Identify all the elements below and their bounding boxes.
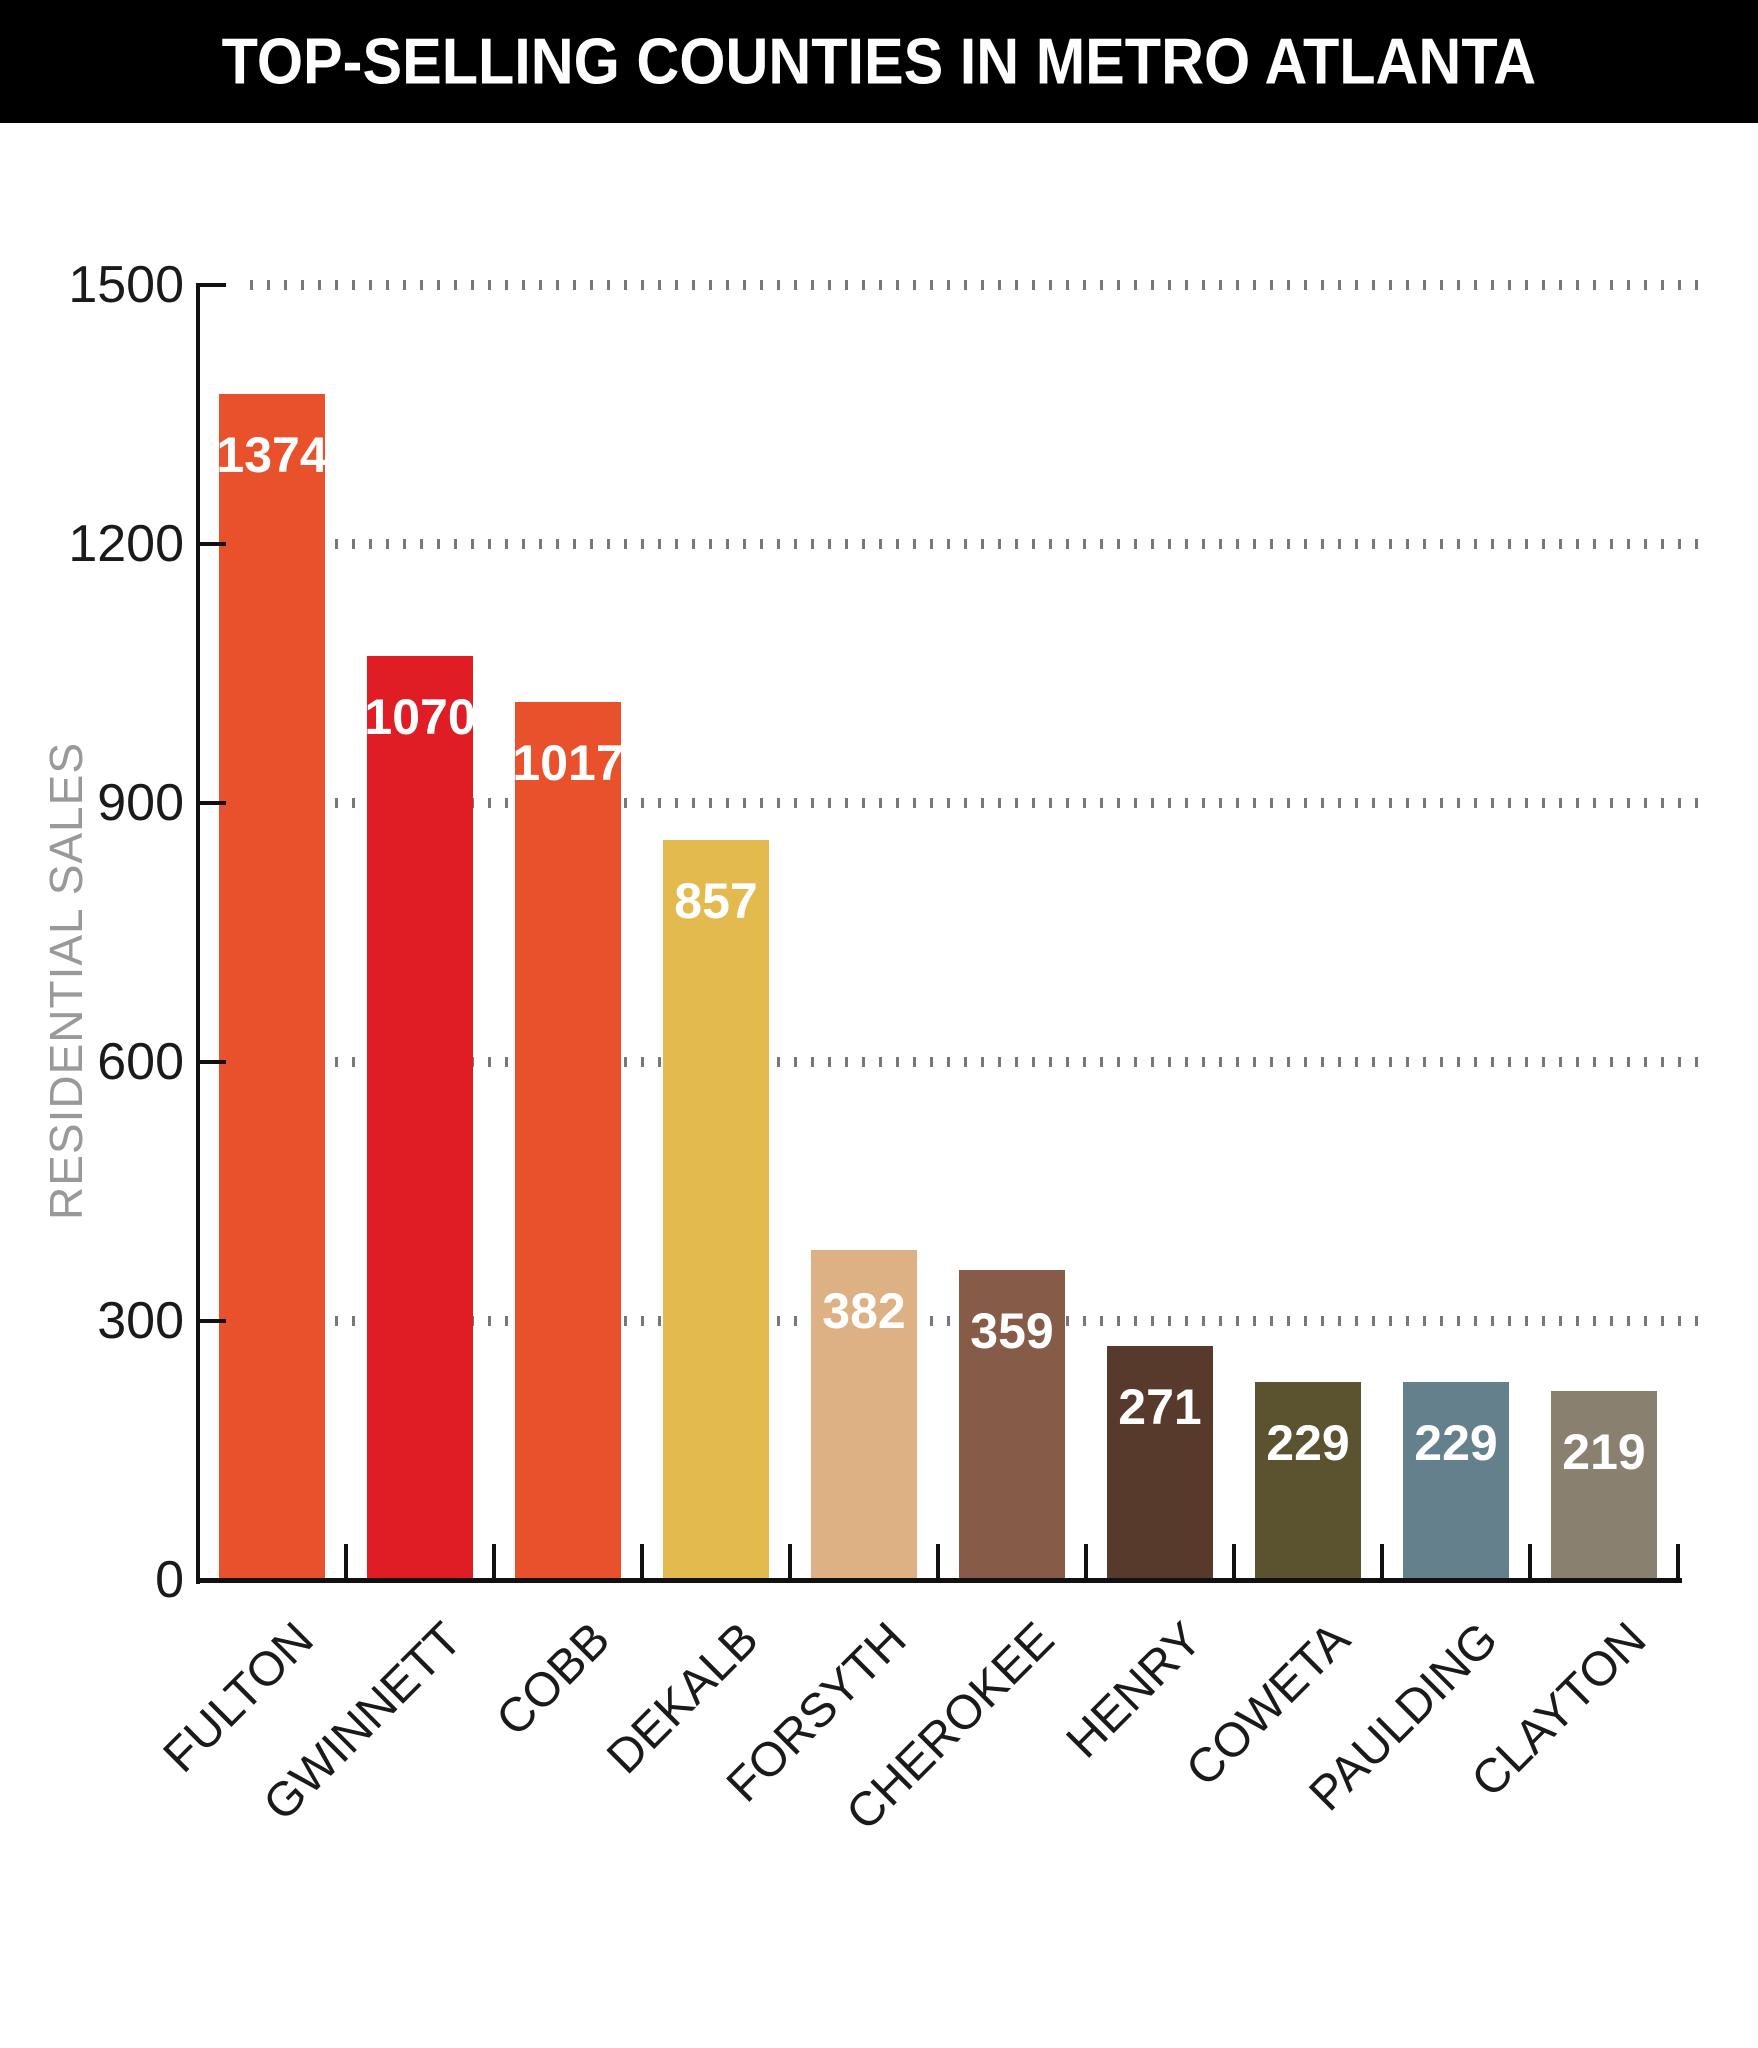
y-tick-label-600: 600 xyxy=(97,1033,184,1091)
bar-value-paulding: 229 xyxy=(1414,1415,1498,1472)
y-tick-1200 xyxy=(200,542,226,546)
x-axis-tick-6 xyxy=(1084,1544,1088,1580)
gridline-900 xyxy=(250,798,1700,808)
gridline-1200 xyxy=(250,539,1700,549)
bar-coweta: 229 xyxy=(1255,1382,1361,1580)
bar-value-henry: 271 xyxy=(1118,1379,1202,1436)
bar-paulding: 229 xyxy=(1403,1382,1509,1580)
bar-value-clayton: 219 xyxy=(1562,1423,1646,1480)
x-axis-tick-9 xyxy=(1528,1544,1532,1580)
y-tick-label-1200: 1200 xyxy=(68,515,184,573)
bar-fulton: 1374 xyxy=(216,393,328,1580)
x-axis-tick-5 xyxy=(936,1544,940,1580)
bar-value-dekalb: 857 xyxy=(674,873,758,930)
bar-cobb: 1017 xyxy=(512,701,624,1580)
x-axis-tick-2 xyxy=(492,1544,496,1580)
y-tick-900 xyxy=(200,801,226,805)
bar-henry: 271 xyxy=(1107,1346,1213,1580)
x-axis-tick-1 xyxy=(344,1544,348,1580)
x-axis-tick-3 xyxy=(640,1544,644,1580)
gridline-600 xyxy=(250,1057,1700,1067)
bar-forsyth: 382 xyxy=(811,1250,917,1580)
bar-gwinnett: 1070 xyxy=(364,656,476,1580)
y-axis-line xyxy=(196,283,200,1584)
x-axis-label-cobb: COBB xyxy=(486,1612,621,1747)
header-bar: TOP-SELLING COUNTIES IN METRO ATLANTA xyxy=(0,0,1758,123)
bar-value-cherokee: 359 xyxy=(970,1303,1054,1360)
y-tick-label-1500: 1500 xyxy=(68,256,184,314)
bar-value-gwinnett: 1070 xyxy=(364,689,476,746)
bar-cherokee: 359 xyxy=(959,1270,1065,1580)
y-tick-300 xyxy=(200,1319,226,1323)
x-axis-tick-4 xyxy=(788,1544,792,1580)
x-axis-tick-7 xyxy=(1232,1544,1236,1580)
x-axis-line xyxy=(196,1578,1682,1583)
y-tick-600 xyxy=(200,1060,226,1064)
y-tick-1500 xyxy=(200,283,226,287)
bar-value-coweta: 229 xyxy=(1266,1415,1350,1472)
bar-value-fulton: 1374 xyxy=(216,426,328,483)
x-axis-tick-10 xyxy=(1676,1544,1680,1580)
gridline-1500 xyxy=(250,280,1700,290)
bar-value-forsyth: 382 xyxy=(822,1283,906,1340)
bar-value-cobb: 1017 xyxy=(512,734,624,791)
y-tick-label-300: 300 xyxy=(97,1292,184,1350)
bar-dekalb: 857 xyxy=(663,840,769,1580)
x-axis-tick-8 xyxy=(1380,1544,1384,1580)
y-tick-label-900: 900 xyxy=(97,774,184,832)
chart-title: TOP-SELLING COUNTIES IN METRO ATLANTA xyxy=(221,25,1537,98)
y-tick-label-0: 0 xyxy=(155,1551,184,1609)
bar-clayton: 219 xyxy=(1551,1390,1657,1580)
